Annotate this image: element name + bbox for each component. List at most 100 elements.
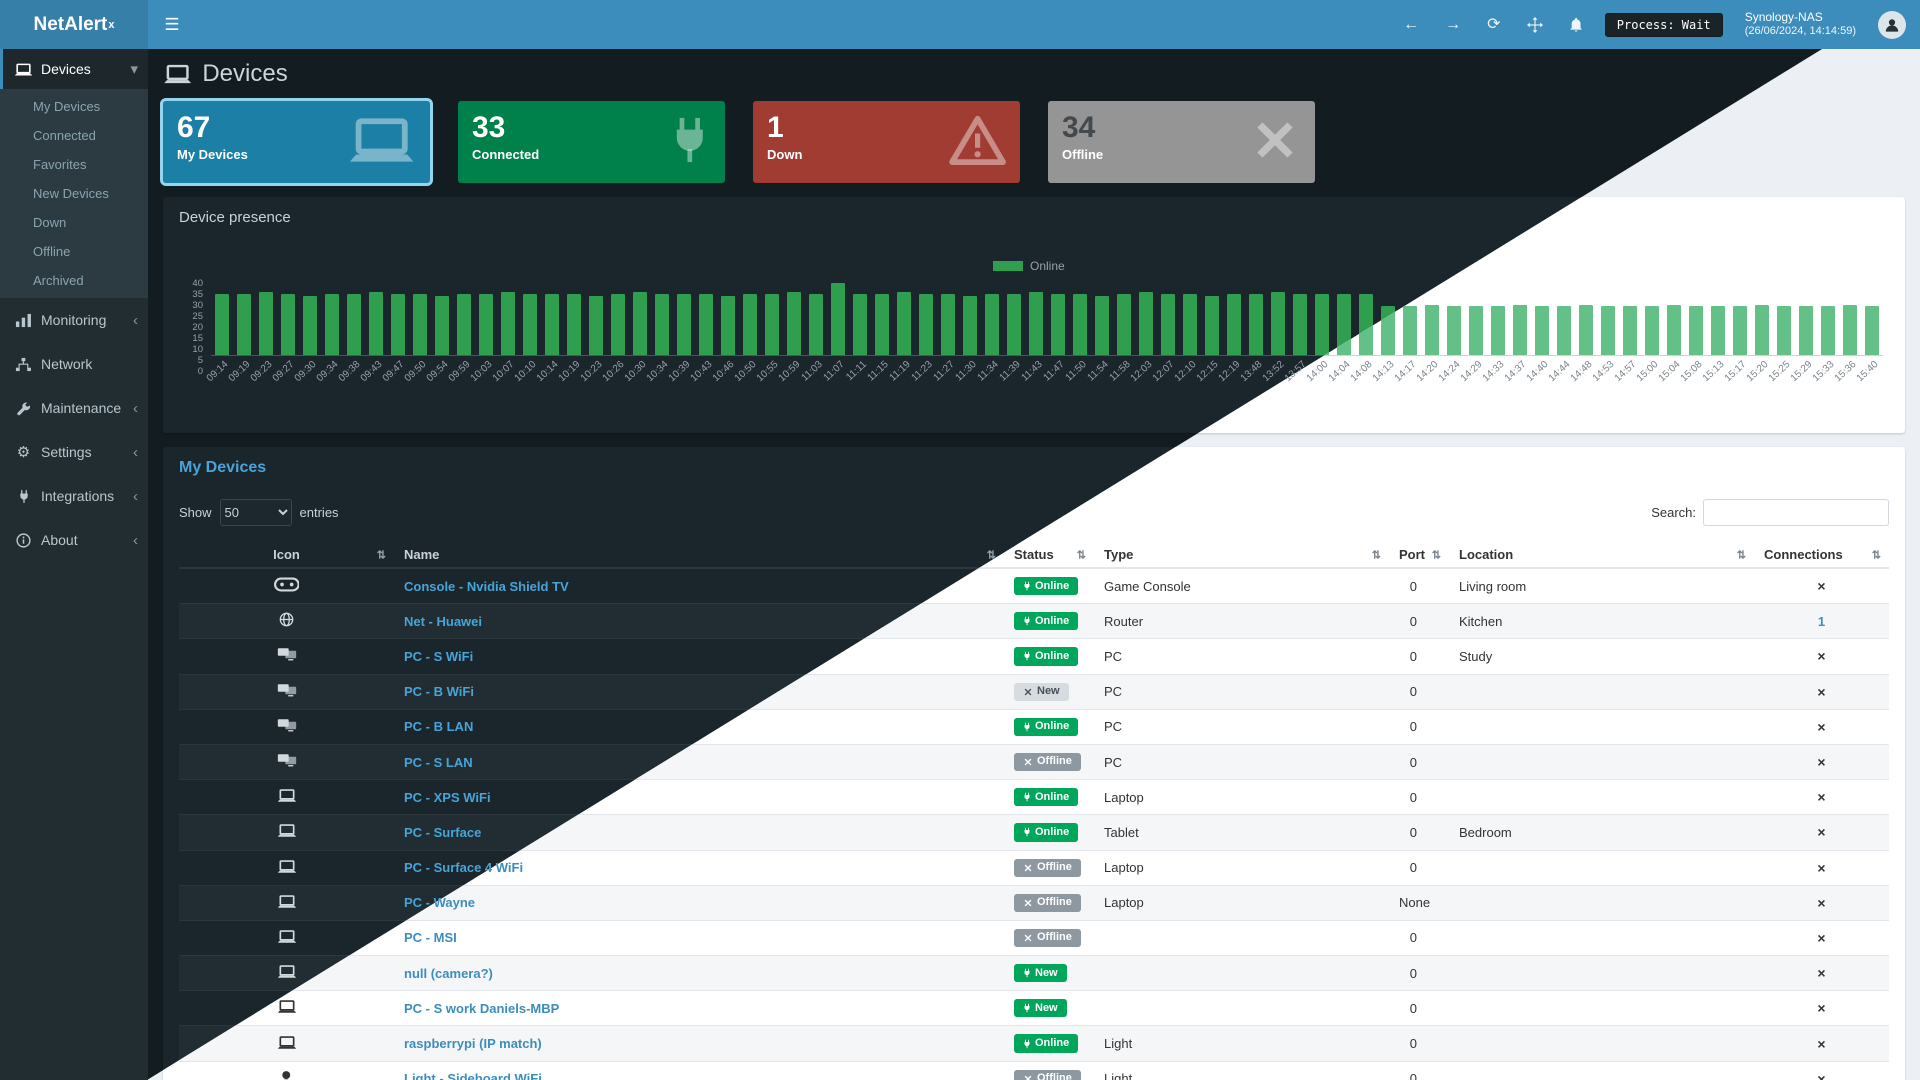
status-badge: Online [1014, 612, 1079, 631]
chart-bar [985, 293, 999, 355]
column-header-connections[interactable]: Connections ⇅ [1754, 542, 1889, 569]
plug-icon [1023, 651, 1031, 661]
location-cell: Study [1449, 638, 1754, 675]
sidebar-item-devices[interactable]: Devices ▾ [0, 49, 148, 89]
port-cell: 0 [1389, 567, 1449, 604]
sidebar-subitem-my-devices[interactable]: My Devices [33, 99, 101, 114]
column-header-icon[interactable]: Icon ⇅ [179, 542, 394, 569]
column-header-name[interactable]: Name ⇅ [394, 542, 1004, 569]
device-name-link[interactable]: Console - Nvidia Shield TV [404, 578, 569, 594]
stat-value: 33 [472, 111, 506, 144]
device-name-link[interactable]: Light - Sideboard WiFi [404, 1071, 542, 1080]
sidebar-item-settings[interactable]: ⚙ Settings ‹ [0, 430, 148, 474]
chart-bar [1161, 293, 1175, 355]
x-axis-label: 10:34 [644, 359, 671, 385]
status-label: Offline [1037, 1072, 1072, 1080]
column-header-status[interactable]: Status ⇅ [1004, 542, 1094, 569]
connections-x-mark: × [1817, 578, 1826, 595]
sidebar-item-maintenance[interactable]: Maintenance ‹ [0, 386, 148, 430]
stat-card-offline[interactable]: 34 Offline [1048, 101, 1315, 183]
chart-bar-slot: 14:04 [1327, 283, 1355, 384]
stat-card-down[interactable]: 1 Down [753, 101, 1020, 183]
chart-bar [809, 293, 823, 355]
sidebar-item-monitoring[interactable]: Monitoring ‹ [0, 298, 148, 342]
chart-bar-slot: 11:23 [909, 283, 937, 384]
x-axis-label: 15:33 [1810, 359, 1837, 385]
icon-cell [179, 603, 394, 639]
chart-bar-slot: 11:47 [1041, 283, 1069, 384]
sidebar-subitem-connected[interactable]: Connected [33, 128, 96, 143]
column-header-port[interactable]: Port ⇅ [1389, 542, 1449, 569]
legend-label: Online [1030, 259, 1065, 273]
chart-bar [1117, 293, 1131, 355]
name-cell: null (camera?) [394, 955, 1004, 991]
chart-bar [589, 295, 603, 355]
sidebar-item-network[interactable]: Network [0, 342, 148, 386]
device-name-link[interactable]: null (camera?) [404, 965, 493, 981]
chart-bar [875, 293, 889, 355]
gear-icon: ⚙ [16, 443, 31, 461]
device-name-link[interactable]: PC - S work Daniels-MBP [404, 1000, 560, 1016]
device-name-link[interactable]: PC - S WiFi [404, 648, 474, 664]
x-axis-label: 10:07 [490, 359, 517, 385]
device-name-link[interactable]: PC - MSI [404, 930, 457, 946]
chart-bar [1227, 293, 1241, 355]
arrow-left-icon[interactable]: ← [1403, 15, 1420, 33]
sidebar-subitem-down[interactable]: Down [33, 215, 67, 230]
laptop-icon [163, 63, 192, 85]
bell-icon[interactable] [1569, 17, 1583, 33]
sidebar-subitem-archived[interactable]: Archived [33, 273, 84, 288]
device-name-link[interactable]: PC - Surface [404, 824, 482, 840]
sidebar-subitem-favorites[interactable]: Favorites [33, 157, 87, 172]
chart-bar [413, 293, 427, 355]
column-header-location[interactable]: Location ⇅ [1449, 542, 1754, 569]
arrow-right-icon[interactable]: → [1445, 15, 1462, 33]
device-name-link[interactable]: PC - S LAN [404, 754, 473, 770]
chart-bar-slot: 14:44 [1547, 283, 1575, 384]
refresh-icon[interactable]: ⟳ [1487, 15, 1501, 33]
chart-bar [787, 292, 801, 355]
laptop-icon [14, 62, 33, 77]
type-cell: Game Console [1094, 567, 1389, 604]
plug-icon [669, 114, 711, 166]
my-devices-panel: My Devices Show 50 entries Search: Icon ⇅… [163, 447, 1905, 1080]
sidebar-subitem-new-devices[interactable]: New Devices [33, 186, 109, 201]
x-axis-label: 15:40 [1854, 359, 1881, 385]
laptop-icon [277, 1035, 297, 1050]
x-axis-label: 11:23 [909, 359, 935, 384]
x-axis-label: 11:30 [953, 359, 979, 384]
sidebar-subitem-offline[interactable]: Offline [33, 244, 71, 259]
avatar[interactable] [1878, 10, 1906, 39]
chart-bar [1755, 304, 1769, 355]
connections-x-mark: × [1817, 894, 1826, 911]
stat-card-my-devices[interactable]: 67 My Devices [160, 98, 433, 186]
column-header-type[interactable]: Type ⇅ [1094, 542, 1389, 569]
status-badge: Offline [1014, 858, 1081, 877]
chart-legend[interactable]: Online [993, 259, 1065, 273]
device-name-link[interactable]: raspberrypi (IP match) [404, 1036, 542, 1052]
device-name-link[interactable]: PC - B WiFi [404, 684, 474, 700]
device-name-link[interactable]: Net - Huawei [404, 613, 483, 629]
device-name-link[interactable]: PC - B LAN [404, 719, 474, 735]
plug-icon [1023, 616, 1031, 626]
connections-link[interactable]: 1 [1817, 613, 1826, 629]
status-badge: Online [1014, 577, 1079, 596]
status-cell: Online [1004, 814, 1094, 850]
entries-select[interactable]: 50 [219, 499, 292, 526]
port-cell: 0 [1389, 673, 1449, 710]
device-name-link[interactable]: PC - XPS WiFi [404, 789, 491, 805]
stat-card-connected[interactable]: 33 Connected [458, 101, 725, 183]
x-icon [1023, 687, 1033, 697]
search-input[interactable] [1703, 499, 1889, 526]
chart-bar [237, 293, 251, 355]
chart-bar [611, 293, 625, 355]
move-icon[interactable] [1526, 16, 1543, 33]
sidebar-item-integrations[interactable]: Integrations ‹ [0, 474, 148, 518]
type-cell: PC [1094, 743, 1389, 780]
hamburger-icon[interactable]: ☰ [164, 15, 180, 34]
sidebar-item-label: Devices [41, 61, 91, 77]
x-axis-label: 15:25 [1766, 359, 1793, 385]
sidebar-item-about[interactable]: About ‹ [0, 518, 148, 562]
process-status-badge[interactable]: Process: Wait [1604, 12, 1723, 37]
